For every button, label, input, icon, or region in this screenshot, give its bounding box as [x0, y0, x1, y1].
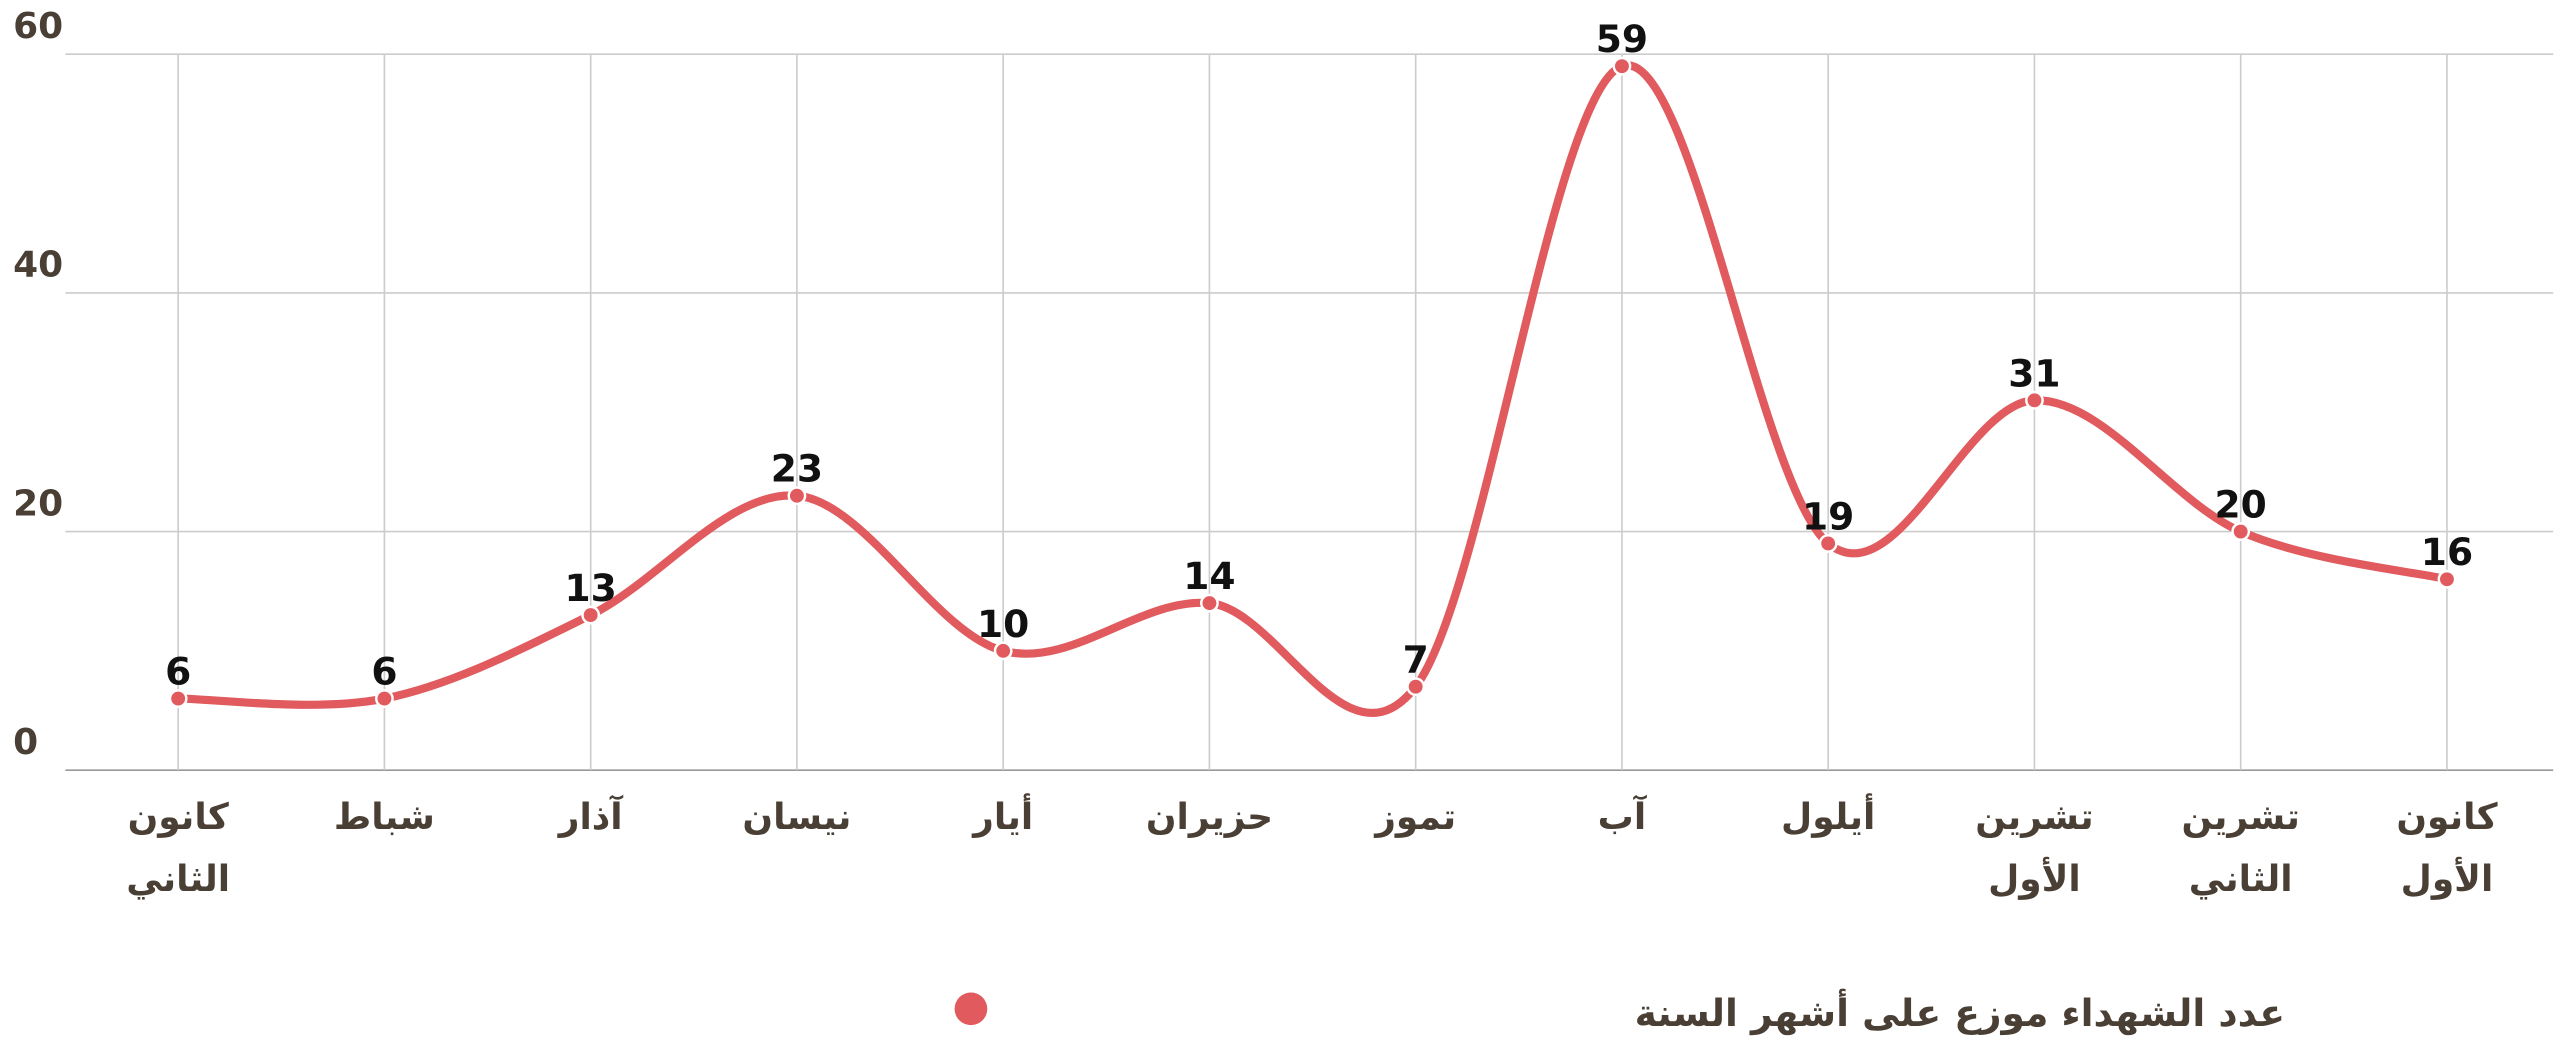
data-label: 20 — [2215, 483, 2267, 527]
x-tick-label: نيسان — [742, 797, 852, 839]
data-label: 7 — [1403, 638, 1429, 682]
point — [375, 689, 394, 708]
x-tick-label: كانون الأول — [2396, 797, 2498, 901]
x-tick-label: كانون الثاني — [126, 797, 231, 901]
data-label: 19 — [1802, 494, 1854, 538]
x-tick-label: آذار — [558, 797, 623, 839]
x-tick-label-box: حزيران — [1145, 797, 1274, 839]
x-tick-label: أيلول — [1781, 797, 1876, 839]
legend-marker — [954, 992, 988, 1026]
data-label: 23 — [771, 447, 823, 491]
series-line — [174, 61, 2452, 717]
x-tick-label-box: تشرين الأول — [1975, 797, 2094, 901]
x-tick-label-box: نيسان — [742, 797, 852, 839]
data-label: 10 — [977, 602, 1029, 646]
point — [1612, 56, 1632, 76]
x-tick-label-box: آب — [1597, 797, 1647, 839]
point — [168, 689, 188, 708]
x-tick-label-box: كانون الثاني — [126, 797, 231, 901]
y-tick-label: 40 — [13, 245, 63, 286]
point — [1200, 593, 1219, 613]
point — [1406, 677, 1426, 697]
x-tick-label-box: تشرين الثاني — [2181, 797, 2300, 901]
x-tick-label-box: أيار — [973, 797, 1034, 839]
data-label: 6 — [371, 650, 397, 694]
x-tick-label: حزيران — [1145, 797, 1274, 839]
y-tick-label: 0 — [13, 722, 38, 763]
y-tick-label: 60 — [13, 6, 63, 47]
data-label: 59 — [1596, 17, 1648, 61]
x-tick-label-box: شباط — [333, 797, 435, 839]
x-tick-label: تموز — [1375, 797, 1457, 839]
point — [2025, 390, 2044, 410]
data-label: 14 — [1183, 554, 1235, 598]
point — [1818, 534, 1838, 553]
point — [2231, 522, 2251, 541]
point — [2437, 569, 2457, 589]
data-label: 6 — [165, 650, 191, 694]
x-tick-label: شباط — [333, 797, 435, 839]
x-tick-label: تشرين الأول — [1975, 797, 2094, 901]
point — [787, 486, 807, 506]
x-tick-label: تشرين الثاني — [2181, 797, 2300, 901]
data-label: 31 — [2008, 351, 2060, 395]
point — [581, 605, 601, 625]
data-label: 16 — [2421, 530, 2473, 574]
x-tick-label: أيار — [973, 797, 1034, 839]
x-tick-label-box: تموز — [1375, 797, 1457, 839]
legend-label: عدد الشهداء موزع على أشهر السنة — [1635, 988, 2285, 1035]
y-tick-label: 20 — [13, 483, 63, 524]
x-tick-label: آب — [1597, 797, 1647, 839]
point — [993, 641, 1013, 661]
x-tick-label-box: آذار — [558, 797, 623, 839]
x-tick-label-box: كانون الأول — [2396, 797, 2498, 901]
data-label: 13 — [565, 566, 617, 610]
x-tick-label-box: أيلول — [1781, 797, 1876, 839]
